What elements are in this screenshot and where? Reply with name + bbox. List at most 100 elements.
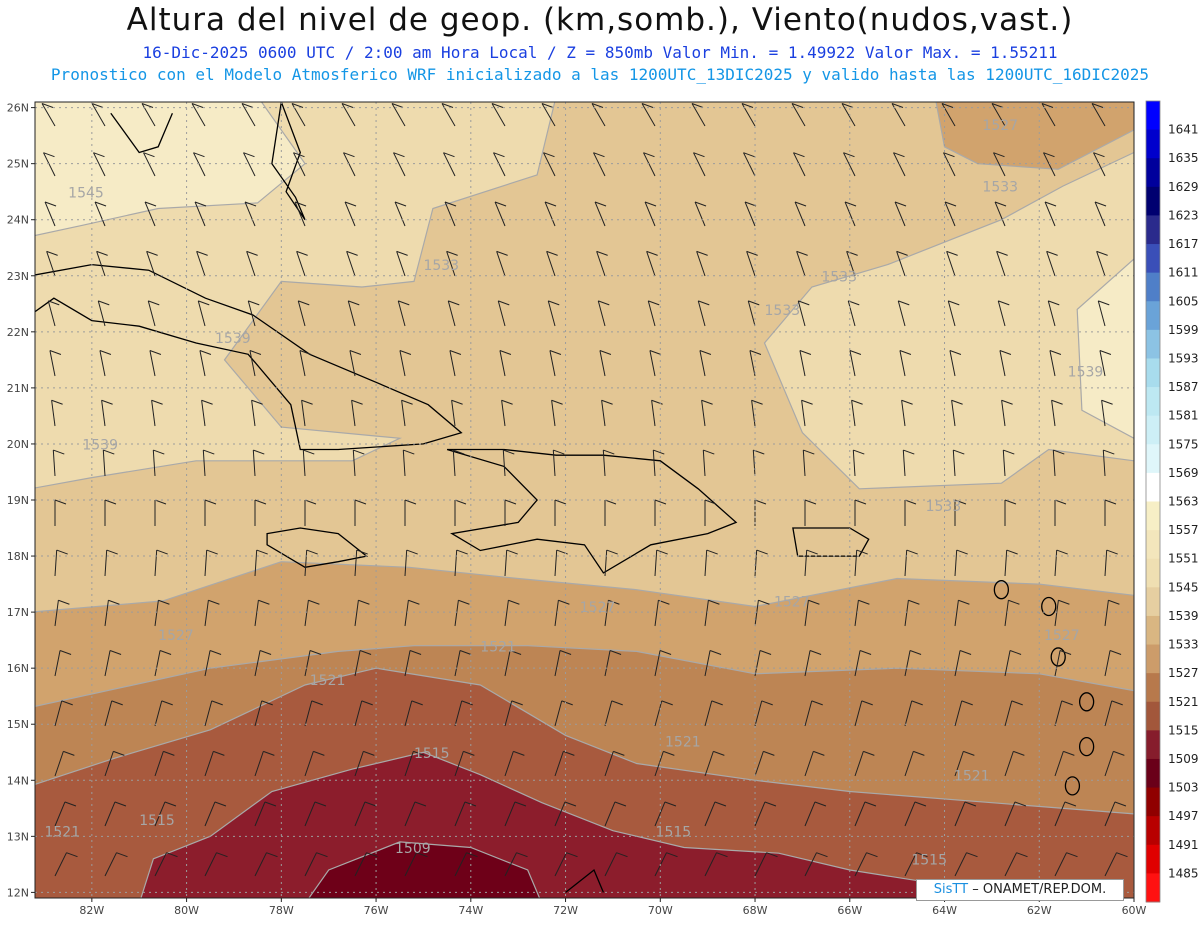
wind-barb (1104, 750, 1125, 777)
wind-barb (354, 852, 378, 877)
wind-barb (852, 449, 865, 477)
wind-barb (696, 250, 708, 277)
wind-barb (654, 700, 673, 727)
wind-barb (944, 201, 957, 227)
wind-barb (201, 399, 213, 427)
wind-barb (354, 801, 377, 827)
wind-barb (1054, 549, 1068, 577)
island-2 (1050, 647, 1066, 667)
colorbar-swatch (1146, 615, 1160, 646)
colorbar-swatch (1146, 787, 1160, 817)
wind-barb (404, 801, 427, 827)
colorbar-label: 1599 (1168, 323, 1199, 337)
colorbar-label: 1629 (1168, 180, 1199, 194)
colorbar-label: 1551 (1168, 552, 1199, 566)
colorbar-swatch (1146, 530, 1160, 560)
wind-barb (146, 250, 158, 277)
wind-barb (1104, 852, 1128, 877)
lat-label: 24N (7, 214, 29, 227)
wind-barb (454, 801, 477, 827)
contour-label: 1527 (580, 600, 616, 616)
wind-barb (904, 700, 923, 727)
credit-text: – ONAMET/REP.DOM. (972, 882, 1107, 897)
wind-barb (754, 750, 775, 777)
wind-barb (597, 300, 610, 327)
guajira-coast (565, 868, 604, 893)
wind-barb (854, 650, 872, 677)
wind-barb (704, 750, 725, 777)
lat-label: 15N (7, 718, 29, 731)
colorbar-swatch (1146, 244, 1160, 274)
hispaniola-coast (446, 448, 738, 574)
lat-label: 25N (7, 158, 29, 171)
wind-barb (54, 700, 73, 727)
wind-barb (797, 300, 810, 327)
wind-barb (604, 750, 625, 777)
wind-barb (554, 499, 567, 526)
wind-barb (252, 449, 265, 477)
wind-barb (704, 700, 723, 727)
colorbar-label: 1485 (1168, 866, 1199, 880)
wind-barb (796, 250, 808, 277)
wind-barb (904, 599, 920, 627)
wind-barb (196, 250, 208, 277)
lon-label: 78W (269, 904, 294, 917)
wind-barb (454, 650, 472, 677)
colorbar-label: 1509 (1168, 752, 1199, 766)
cuba-coast (35, 263, 463, 451)
colorbar-swatch (1146, 387, 1160, 417)
colorbar-label: 1587 (1168, 380, 1199, 394)
wind-barb (997, 300, 1010, 327)
colorbar-label: 1497 (1168, 809, 1199, 823)
wind-barb (801, 399, 813, 427)
wind-barb (204, 852, 228, 877)
wind-barb (1104, 700, 1123, 727)
band-1545 (35, 102, 306, 237)
wind-barb (104, 700, 123, 727)
wind-barb (52, 449, 65, 477)
wind-barb (1054, 852, 1078, 877)
wind-barb (246, 250, 258, 277)
contour-label: 1521 (480, 639, 516, 655)
lat-label: 21N (7, 382, 29, 395)
lon-label: 62W (1027, 904, 1052, 917)
wind-barb (594, 201, 607, 227)
colorbar-swatch (1146, 129, 1160, 159)
contour-label: 1521 (665, 735, 701, 751)
wind-barb (1104, 499, 1117, 526)
wind-barb (647, 300, 660, 327)
wind-barb (504, 650, 522, 677)
wind-barb (404, 650, 422, 677)
wind-barb (552, 449, 565, 477)
band-1527-ne (935, 102, 1134, 170)
wind-barb (94, 201, 107, 227)
wind-barb (849, 350, 862, 377)
wind-barb (804, 700, 823, 727)
wind-barb (1102, 449, 1115, 477)
colorbar-swatch (1146, 329, 1160, 359)
wind-barb (354, 599, 370, 627)
contour-label: 1539 (215, 331, 251, 347)
colorbar-label: 1593 (1168, 351, 1199, 365)
wind-barb (504, 750, 525, 777)
wind-barb (347, 300, 360, 327)
wind-barb (854, 499, 867, 526)
wind-barb (596, 250, 608, 277)
wind-barb (599, 350, 612, 377)
wind-barb (1097, 300, 1110, 327)
wind-barb (254, 499, 267, 526)
wind-barb (954, 750, 975, 777)
wind-barb (497, 300, 510, 327)
wind-barb (954, 549, 968, 577)
colorbar-label: 1623 (1168, 208, 1199, 222)
wind-barb (354, 650, 372, 677)
wind-barb (54, 549, 68, 577)
wind-barb (704, 852, 728, 877)
wind-barb (654, 549, 668, 577)
puerto-rico-coast (792, 527, 870, 557)
wind-barb (646, 250, 658, 277)
colorbar-label: 1557 (1168, 523, 1199, 537)
wind-barb (154, 549, 168, 577)
wind-barb (902, 449, 915, 477)
wind-barb (804, 549, 818, 577)
